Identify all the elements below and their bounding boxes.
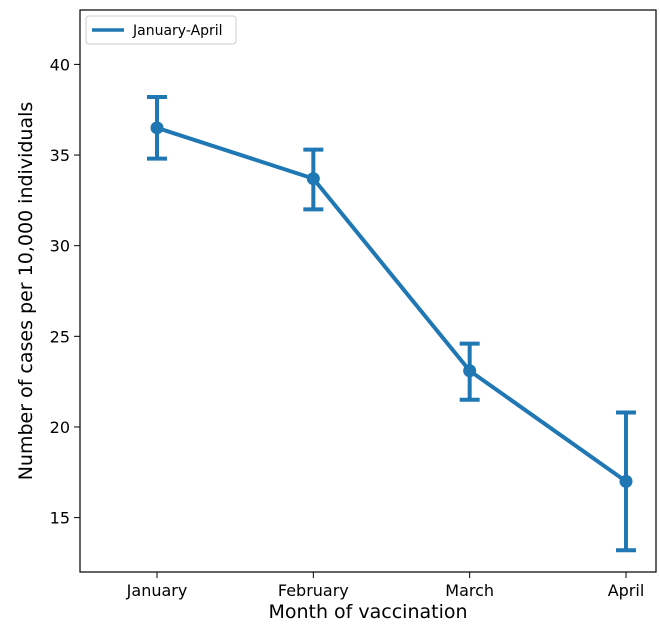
y-axis-label: Number of cases per 10,000 individuals	[15, 102, 37, 481]
y-tick-label: 35	[50, 146, 70, 165]
x-axis-ticks: January February March April	[126, 572, 645, 600]
y-tick-label: 30	[50, 237, 70, 256]
data-point	[150, 121, 164, 135]
x-tick-label: January	[126, 581, 188, 600]
x-tick-label: February	[278, 581, 349, 600]
y-tick-label: 15	[50, 509, 70, 528]
legend-box	[85, 15, 237, 45]
data-point	[306, 172, 320, 186]
y-axis-ticks: 15 20 25 30 35 40	[50, 55, 80, 528]
x-tick-label: March	[445, 581, 494, 600]
data-point	[463, 364, 477, 378]
x-tick-label: April	[608, 581, 645, 600]
y-tick-label: 20	[50, 418, 70, 437]
series-layer	[147, 95, 636, 553]
series-line	[156, 125, 628, 483]
y-tick-label: 25	[50, 327, 70, 346]
y-tick-label: 40	[50, 55, 70, 74]
legend-label: January-April	[132, 23, 223, 39]
legend: January-April	[85, 15, 237, 45]
plot-frame	[79, 9, 657, 573]
x-axis-label: Month of vaccination	[268, 601, 467, 623]
data-point	[619, 474, 633, 488]
